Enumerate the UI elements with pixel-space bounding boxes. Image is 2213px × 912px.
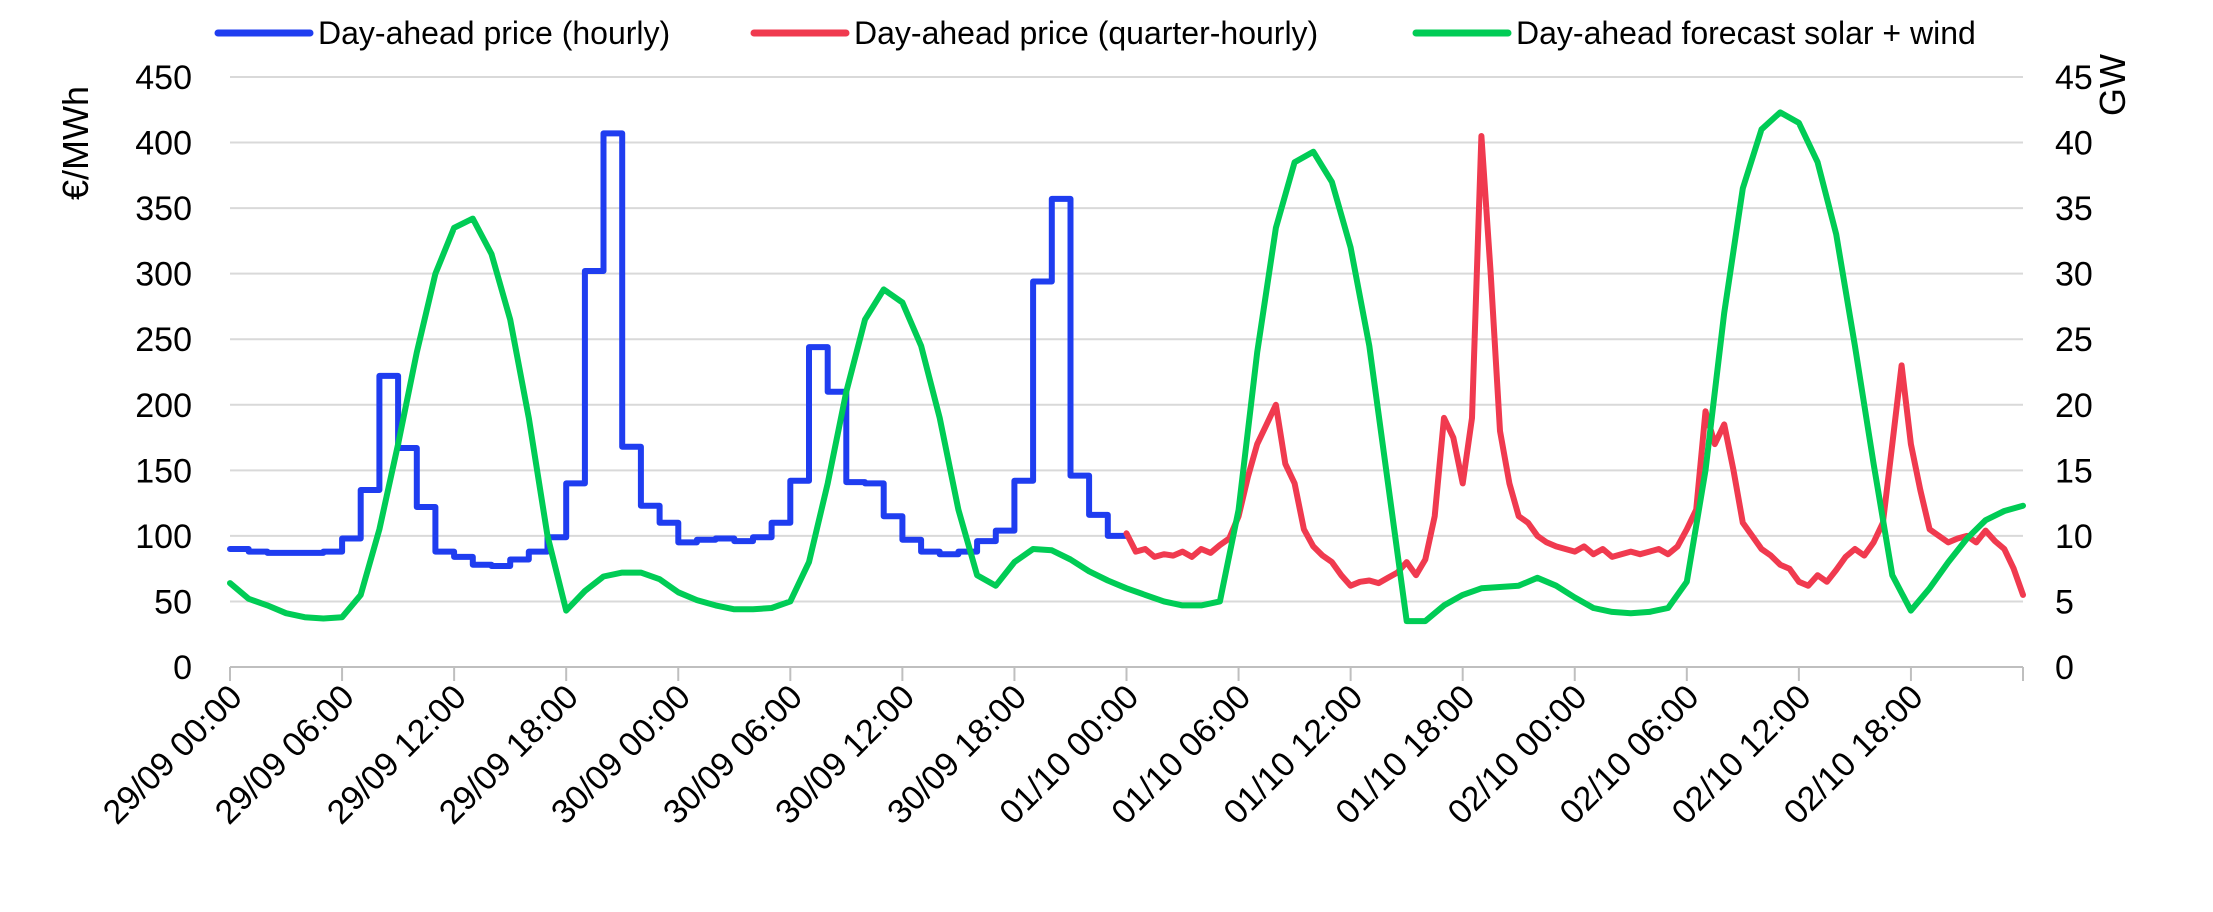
series-line-2 [227, 109, 2026, 625]
left-y-tick-label: 400 [135, 125, 192, 163]
left-y-tick-label: 150 [135, 452, 192, 490]
right-y-tick-label: 0 [2055, 649, 2074, 687]
series-lines [227, 109, 2026, 625]
left-y-tick-label: 0 [173, 649, 192, 687]
axes [229, 666, 2024, 681]
right-y-axis-ticks: 0 5 10 15 20 25 30 35 40 45 [2055, 59, 2093, 687]
left-y-axis-label: €/MWh [55, 86, 96, 200]
series-line-1 [1123, 133, 2026, 598]
left-y-tick-label: 200 [135, 387, 192, 425]
series-line-0 [227, 130, 1130, 569]
legend-label-2: Day-ahead forecast solar + wind [1516, 15, 1976, 51]
right-y-tick-label: 20 [2055, 387, 2093, 425]
right-y-tick-label: 40 [2055, 125, 2093, 163]
left-y-axis-ticks: 0 50 100 150 200 250 300 350 400 450 [135, 59, 192, 687]
right-y-tick-label: 25 [2055, 321, 2093, 359]
right-y-tick-label: 5 [2055, 583, 2074, 621]
left-y-tick-label: 50 [154, 583, 192, 621]
left-y-tick-label: 300 [135, 256, 192, 294]
legend-label-1: Day-ahead price (quarter-hourly) [854, 15, 1318, 51]
right-y-tick-label: 35 [2055, 190, 2093, 228]
right-y-tick-label: 15 [2055, 452, 2093, 490]
legend: Day-ahead price (hourly) Day-ahead price … [214, 15, 1976, 51]
legend-label-0: Day-ahead price (hourly) [318, 15, 670, 51]
left-y-tick-label: 250 [135, 321, 192, 359]
left-y-tick-label: 350 [135, 190, 192, 228]
left-y-tick-label: 450 [135, 59, 192, 97]
right-y-tick-label: 30 [2055, 256, 2093, 294]
left-y-tick-label: 100 [135, 518, 192, 556]
right-y-tick-label: 45 [2055, 59, 2093, 97]
right-y-tick-label: 10 [2055, 518, 2093, 556]
right-y-axis-label: GW [2092, 54, 2133, 116]
